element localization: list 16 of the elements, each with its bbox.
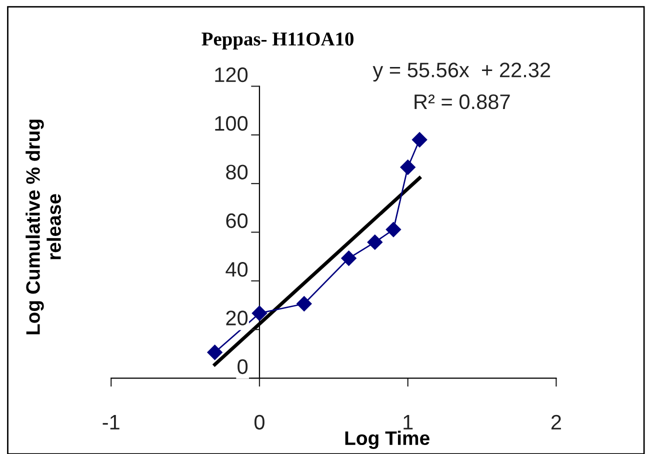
x-tick-label: 0 (254, 414, 264, 430)
x-tick-label: 2 (551, 414, 561, 430)
y-axis-title: Log Cumulative % drug release (26, 120, 61, 334)
text: y = 55.56x + 22.32 (372, 62, 550, 82)
x-axis-title: Log Time (345, 430, 430, 449)
y-tick-label: 0 (238, 359, 248, 374)
y-tick-label: 80 (226, 164, 248, 180)
y-tick-label: 60 (226, 213, 248, 228)
y-tick-label: 120 (215, 67, 248, 82)
y-tick-label: 20 (226, 310, 248, 326)
x-tick-label: 1 (404, 415, 413, 430)
y-tick-label: 40 (226, 262, 248, 277)
chart-title: Peppas- H11OA10 (202, 32, 354, 50)
x-tick-label: -1 (102, 415, 120, 430)
y-tick-label: 100 (215, 116, 248, 131)
annotation: R² = 0.887 (414, 94, 510, 110)
